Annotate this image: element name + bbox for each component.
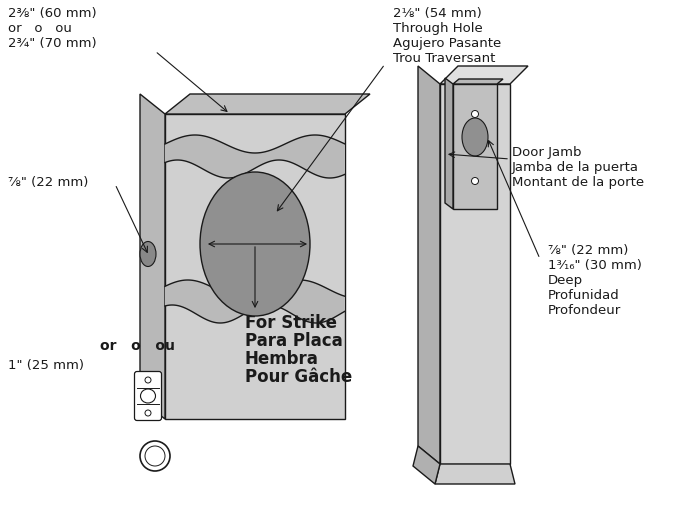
- Text: 2⅜" (60 mm): 2⅜" (60 mm): [8, 7, 97, 20]
- Polygon shape: [165, 280, 345, 323]
- FancyBboxPatch shape: [134, 372, 162, 420]
- Text: Trou Traversant: Trou Traversant: [393, 52, 496, 65]
- Polygon shape: [165, 94, 370, 114]
- Polygon shape: [165, 135, 345, 178]
- Polygon shape: [435, 464, 515, 484]
- Text: or   o   ou: or o ou: [8, 22, 72, 35]
- Ellipse shape: [200, 172, 310, 316]
- Text: For Strike: For Strike: [245, 314, 337, 332]
- Text: 1" (25 mm): 1" (25 mm): [8, 359, 84, 372]
- Text: Through Hole: Through Hole: [393, 22, 483, 35]
- Circle shape: [145, 377, 151, 383]
- Polygon shape: [140, 94, 165, 419]
- Text: 1³⁄₁₆" (30 mm): 1³⁄₁₆" (30 mm): [548, 259, 642, 272]
- Polygon shape: [165, 114, 345, 419]
- Text: ⅞" (22 mm): ⅞" (22 mm): [8, 176, 88, 189]
- Ellipse shape: [141, 389, 155, 403]
- Polygon shape: [453, 84, 497, 209]
- Circle shape: [140, 441, 170, 471]
- Polygon shape: [453, 79, 503, 84]
- Circle shape: [472, 111, 479, 118]
- Polygon shape: [418, 66, 440, 464]
- Text: Profunidad: Profunidad: [548, 289, 620, 302]
- Text: Jamba de la puerta: Jamba de la puerta: [512, 161, 639, 174]
- Text: ⅞" (22 mm): ⅞" (22 mm): [548, 244, 629, 257]
- Text: 2¾" (70 mm): 2¾" (70 mm): [8, 37, 97, 50]
- Text: Hembra: Hembra: [245, 350, 319, 368]
- Polygon shape: [445, 78, 453, 209]
- Text: Pour Gâche: Pour Gâche: [245, 368, 352, 386]
- Text: Montant de la porte: Montant de la porte: [512, 176, 644, 189]
- Text: Agujero Pasante: Agujero Pasante: [393, 37, 501, 50]
- Circle shape: [145, 410, 151, 416]
- Polygon shape: [440, 66, 528, 84]
- Ellipse shape: [140, 242, 156, 266]
- Text: Profondeur: Profondeur: [548, 304, 622, 317]
- Text: Para Placa: Para Placa: [245, 332, 343, 350]
- Text: 2⅛" (54 mm): 2⅛" (54 mm): [393, 7, 482, 20]
- Text: Door Jamb: Door Jamb: [512, 146, 582, 159]
- Circle shape: [145, 446, 165, 466]
- Text: or   o   ou: or o ou: [100, 339, 175, 353]
- Text: Deep: Deep: [548, 274, 583, 287]
- Polygon shape: [413, 446, 440, 484]
- Circle shape: [472, 177, 479, 185]
- Ellipse shape: [462, 118, 488, 156]
- Polygon shape: [440, 84, 510, 464]
